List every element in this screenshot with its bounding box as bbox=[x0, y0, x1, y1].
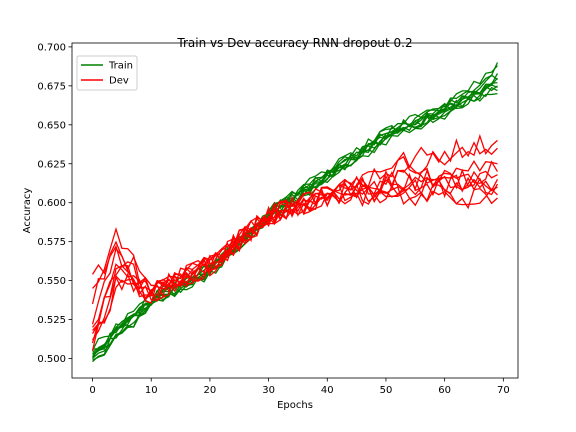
plot-series bbox=[91, 62, 499, 363]
y-axis-title: Accuracy bbox=[22, 188, 33, 234]
x-axis-title: Epochs bbox=[277, 400, 313, 411]
x-tick-label: 70 bbox=[497, 385, 510, 396]
y-tick-label: 0.625 bbox=[37, 159, 66, 170]
x-axis-ticks: 0 10 20 30 40 50 60 70 bbox=[89, 378, 510, 396]
y-tick-label: 0.650 bbox=[37, 120, 66, 131]
y-axis-ticks: 0.500 0.525 0.550 0.575 0.600 0.625 0.650 0.675… bbox=[37, 42, 72, 365]
x-tick-label: 0 bbox=[89, 385, 95, 396]
legend: Train Dev bbox=[76, 55, 138, 91]
y-tick-label: 0.550 bbox=[37, 276, 66, 287]
x-tick-label: 10 bbox=[145, 385, 158, 396]
y-tick-label: 0.600 bbox=[37, 198, 66, 209]
dev-run-line bbox=[91, 168, 498, 325]
x-tick-label: 20 bbox=[204, 385, 217, 396]
legend-dev-label: Dev bbox=[109, 76, 129, 87]
y-tick-label: 0.500 bbox=[37, 354, 66, 365]
legend-train-label: Train bbox=[108, 61, 133, 72]
y-tick-label: 0.675 bbox=[37, 81, 66, 92]
y-tick-label: 0.525 bbox=[37, 315, 66, 326]
x-tick-label: 40 bbox=[321, 385, 334, 396]
y-tick-label: 0.575 bbox=[37, 237, 66, 248]
x-tick-label: 60 bbox=[438, 385, 451, 396]
x-tick-label: 50 bbox=[380, 385, 393, 396]
plot-frame bbox=[71, 42, 519, 379]
y-tick-label: 0.700 bbox=[37, 42, 66, 53]
x-tick-label: 30 bbox=[262, 385, 275, 396]
